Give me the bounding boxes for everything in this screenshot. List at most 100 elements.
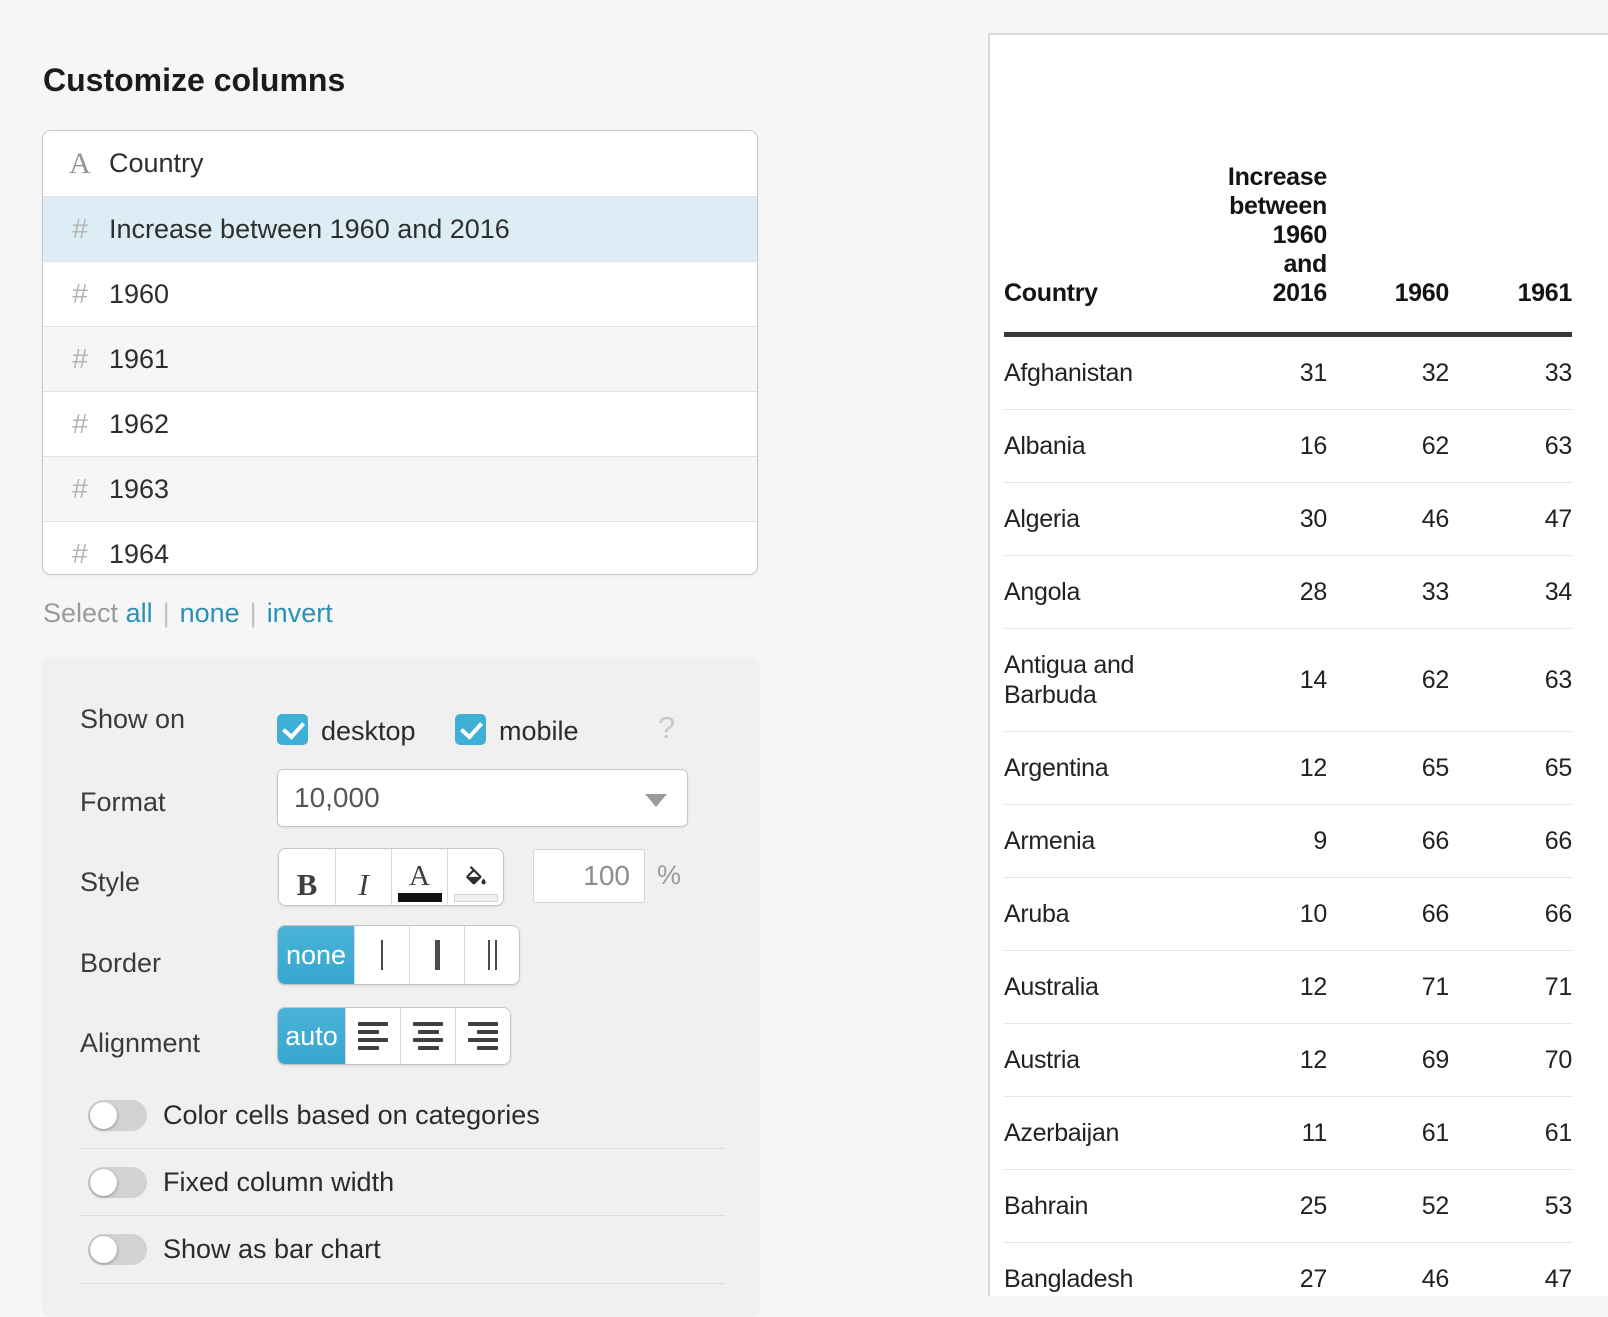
column-list-item[interactable]: # Increase between 1960 and 2016 (43, 196, 757, 261)
value-cell: 11 (1199, 1096, 1327, 1170)
opacity-input[interactable] (534, 850, 644, 902)
align-center-button[interactable] (400, 1008, 455, 1064)
text-color-icon: A (409, 860, 430, 892)
border-double-icon (487, 940, 497, 970)
value-cell: 25 (1199, 1169, 1327, 1243)
column-list-item[interactable]: #1964 (43, 521, 757, 574)
toggle-row[interactable]: Color cells based on categories (88, 1100, 540, 1131)
number-column-icon: # (72, 538, 88, 569)
toggle-knob (90, 1102, 117, 1129)
border-thin-button[interactable] (354, 926, 409, 984)
separator: | (162, 598, 170, 628)
value-cell: 16 (1199, 409, 1327, 483)
country-cell: Bangladesh (1004, 1242, 1199, 1296)
fill-color-button[interactable] (447, 849, 503, 905)
text-color-button[interactable]: A (391, 849, 447, 905)
align-center-icon (413, 1022, 443, 1050)
select-none-link[interactable]: none (179, 598, 240, 628)
table-row: Azerbaijan 11 61 61 (1004, 1096, 1572, 1170)
country-cell: Armenia (1004, 804, 1199, 878)
table-row: Antigua and Barbuda 14 62 63 (1004, 628, 1572, 732)
text-column-icon: A (69, 146, 91, 180)
mobile-checkbox-label[interactable]: mobile (499, 716, 579, 746)
toggle-switch[interactable] (88, 1100, 147, 1131)
number-column-icon: # (72, 473, 88, 504)
text-color-swatch (397, 893, 442, 902)
separator: | (249, 598, 257, 628)
value-cell: 65 (1449, 731, 1572, 805)
value-cell: 9 (1199, 804, 1327, 878)
table-row: Austria 12 69 70 (1004, 1023, 1572, 1097)
column-list-item-label: 1962 (109, 408, 170, 439)
bold-button[interactable]: B (279, 849, 335, 905)
value-cell: 12 (1199, 731, 1327, 805)
desktop-checkbox[interactable] (277, 714, 308, 745)
table-row: Bahrain 25 52 53 (1004, 1169, 1572, 1243)
chevron-down-icon (645, 794, 667, 807)
value-cell: 70 (1449, 1023, 1572, 1097)
column-list-item[interactable]: #1960 (43, 261, 757, 326)
select-all-link[interactable]: all (125, 598, 153, 628)
settings-panel: Show on desktop mobile ? Format 10,000 S… (42, 657, 760, 1317)
alignment-button-group: auto (277, 1007, 511, 1065)
value-cell: 62 (1327, 409, 1449, 483)
alignment-label: Alignment (80, 1028, 201, 1058)
border-none-button[interactable]: none (278, 926, 354, 984)
table-row: Algeria 30 46 47 (1004, 482, 1572, 556)
column-list-item[interactable]: #1961 (43, 326, 757, 391)
fill-color-swatch (453, 894, 498, 902)
select-links-row: Select all | none | invert (43, 598, 333, 629)
divider (80, 1283, 725, 1284)
table-row: Angola 28 33 34 (1004, 555, 1572, 629)
toggle-switch[interactable] (88, 1234, 147, 1265)
value-cell: 63 (1449, 628, 1572, 732)
country-cell: Australia (1004, 950, 1199, 1024)
column-list-item[interactable]: #1962 (43, 391, 757, 456)
column-list-item-label: Increase between 1960 and 2016 (109, 213, 510, 244)
format-select-value: 10,000 (294, 782, 380, 813)
value-cell: 66 (1327, 877, 1449, 951)
italic-button[interactable]: I (335, 849, 391, 905)
toggle-label: Show as bar chart (163, 1234, 381, 1264)
toggle-row[interactable]: Show as bar chart (88, 1234, 381, 1265)
divider (80, 1148, 725, 1149)
country-cell: Antigua and Barbuda (1004, 628, 1199, 732)
align-left-button[interactable] (345, 1008, 400, 1064)
border-thin-icon (381, 940, 383, 970)
value-cell: 33 (1327, 555, 1449, 629)
value-cell: 28 (1199, 555, 1327, 629)
table-header-cell[interactable]: Increase between 1960 and 2016 (1199, 163, 1327, 337)
country-cell: Bahrain (1004, 1169, 1199, 1243)
value-cell: 46 (1327, 482, 1449, 556)
table-header-cell[interactable]: Country (1004, 163, 1199, 337)
toggle-row[interactable]: Fixed column width (88, 1167, 394, 1198)
format-select[interactable]: 10,000 (277, 769, 688, 827)
alignment-auto-button[interactable]: auto (278, 1008, 345, 1064)
italic-icon: I (358, 867, 369, 902)
border-double-button[interactable] (464, 926, 519, 984)
table-header-cell[interactable]: 1961 (1449, 163, 1572, 337)
value-cell: 66 (1449, 877, 1572, 951)
select-invert-link[interactable]: invert (266, 598, 333, 628)
table-header-row: Country Increase between 1960 and 2016 196… (1004, 163, 1572, 337)
value-cell: 47 (1449, 1242, 1572, 1296)
column-list-item[interactable]: A Country (43, 131, 757, 196)
style-button-group: B I A (278, 848, 504, 906)
desktop-checkbox-label[interactable]: desktop (321, 716, 416, 746)
select-prefix: Select (43, 598, 119, 628)
mobile-checkbox[interactable] (455, 714, 486, 745)
column-list-item[interactable]: #1963 (43, 456, 757, 521)
value-cell: 27 (1199, 1242, 1327, 1296)
value-cell: 65 (1327, 731, 1449, 805)
border-label: Border (80, 948, 162, 978)
value-cell: 12 (1199, 950, 1327, 1024)
help-icon[interactable]: ? (658, 710, 676, 745)
value-cell: 31 (1199, 334, 1327, 410)
toggle-switch[interactable] (88, 1167, 147, 1198)
align-right-button[interactable] (455, 1008, 510, 1064)
border-thick-button[interactable] (409, 926, 464, 984)
border-thick-icon (434, 940, 440, 970)
table-header-cell[interactable]: 1960 (1327, 163, 1449, 337)
value-cell: 53 (1449, 1169, 1572, 1243)
page-title: Customize columns (43, 62, 346, 98)
